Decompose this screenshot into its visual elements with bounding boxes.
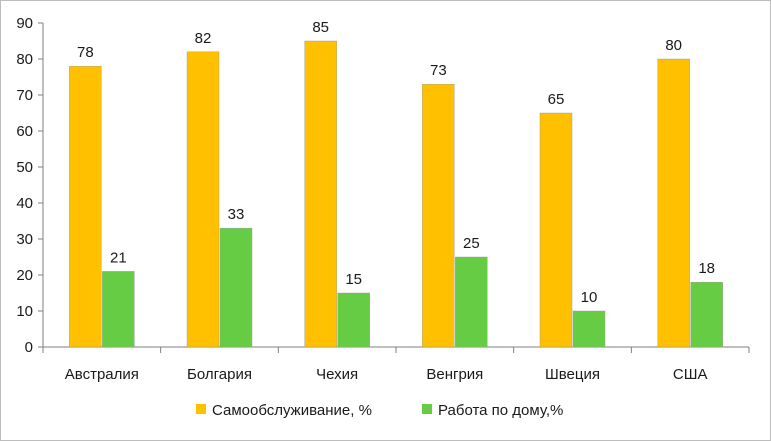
x-category-label: Болгария (187, 366, 252, 383)
bar-value-label: 25 (463, 235, 480, 252)
bar-housework (455, 256, 488, 348)
bar-self-service (422, 83, 455, 348)
y-tick-label: 70 (16, 87, 33, 104)
legend: Самообслуживание, % Работа по дому,% (196, 402, 563, 419)
bar-self-service (657, 58, 690, 348)
y-tick-label: 0 (25, 339, 33, 356)
bar-value-label: 73 (430, 62, 447, 79)
bar-value-label: 18 (698, 260, 715, 277)
bar-value-label: 65 (548, 91, 565, 108)
data-labels: 78 82 85 73 65 80 21 33 15 25 10 18 (77, 19, 715, 306)
x-category-label: Чехия (316, 366, 358, 383)
bar-value-label: 33 (228, 206, 245, 223)
bar-value-label: 21 (110, 249, 127, 266)
bar-housework (690, 282, 723, 348)
bar-housework (572, 310, 606, 348)
y-tick-label: 20 (16, 267, 33, 284)
bar-value-label: 80 (665, 37, 682, 54)
y-tick-label: 90 (16, 15, 33, 32)
x-category-label: Венгрия (426, 366, 483, 383)
axes: 0 10 20 30 40 50 60 70 80 90 Австралия Болгария Чехи… (16, 15, 750, 383)
bars (69, 40, 723, 348)
bar-self-service (539, 112, 573, 348)
x-category-label: Австралия (65, 366, 139, 383)
bar-value-label: 78 (77, 44, 94, 61)
bar-value-label: 15 (345, 271, 362, 288)
legend-swatch (196, 404, 206, 414)
bar-housework (102, 271, 135, 348)
bar-housework (337, 292, 370, 348)
bar-housework (219, 227, 253, 348)
bar-value-label: 10 (581, 289, 598, 306)
bar-self-service (304, 40, 337, 348)
legend-label: Самообслуживание, % (212, 402, 372, 419)
y-tick-label: 10 (16, 303, 33, 320)
bar-value-label: 82 (195, 30, 212, 47)
legend-swatch (422, 404, 432, 414)
y-tick-label: 60 (16, 123, 33, 140)
legend-label: Работа по дому,% (438, 402, 563, 419)
bar-self-service (186, 51, 220, 348)
y-tick-label: 30 (16, 231, 33, 248)
bar-value-label: 85 (312, 19, 329, 36)
x-category-label: США (673, 366, 708, 383)
y-tick-label: 80 (16, 51, 33, 68)
x-category-label: Швеция (545, 366, 600, 383)
y-tick-label: 50 (16, 159, 33, 176)
bar-self-service (69, 65, 102, 348)
y-tick-label: 40 (16, 195, 33, 212)
